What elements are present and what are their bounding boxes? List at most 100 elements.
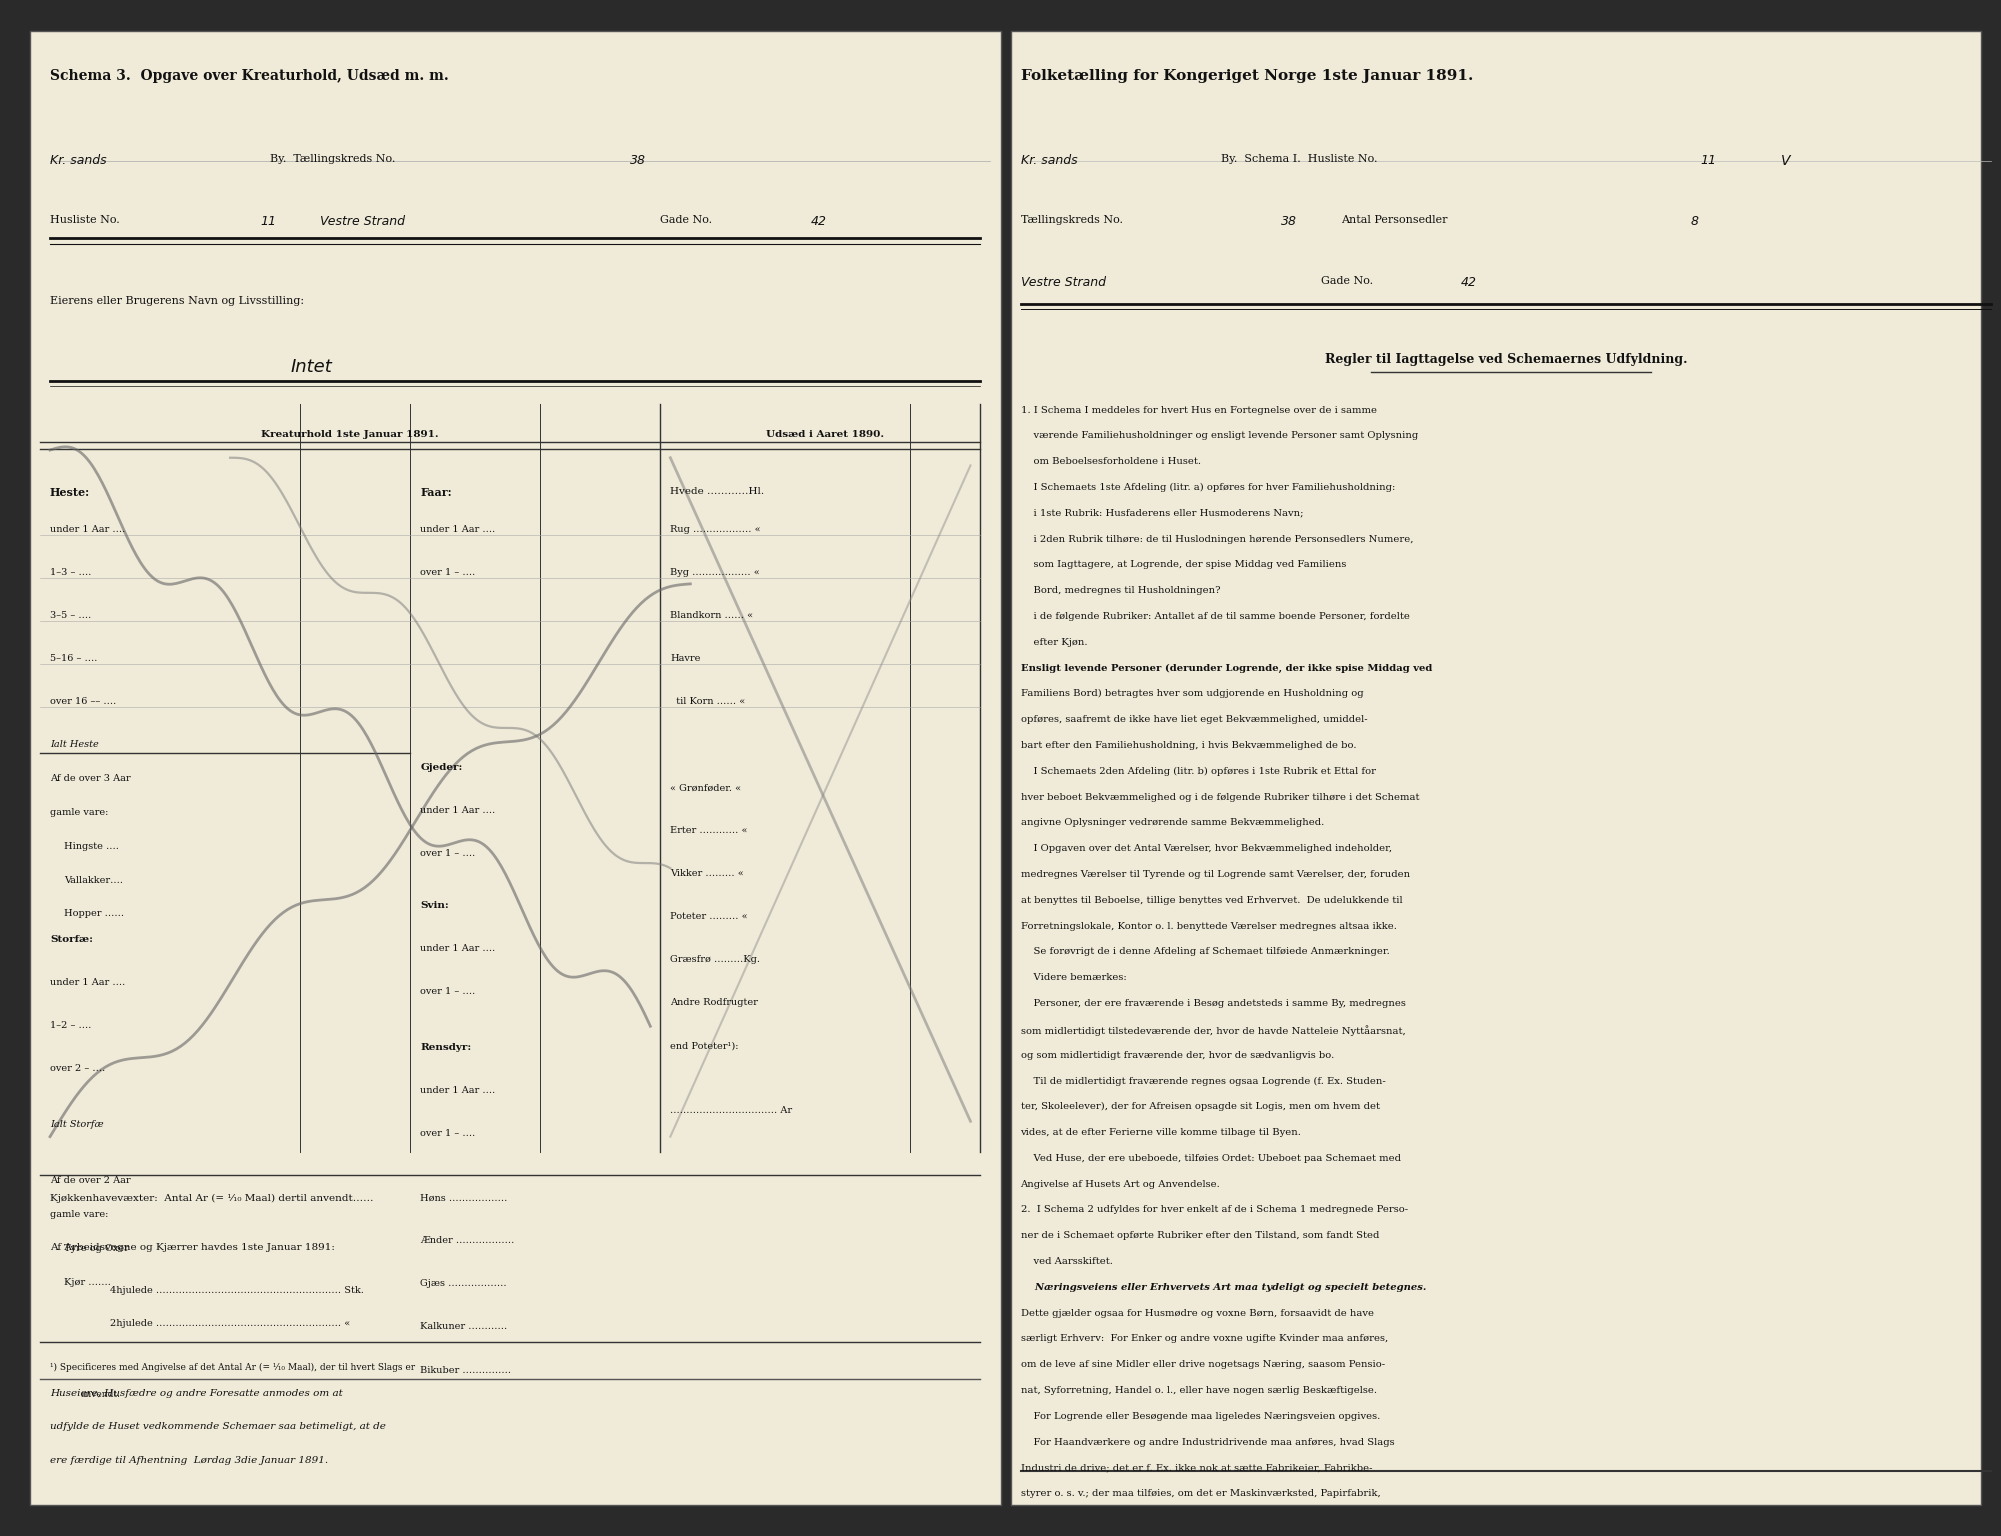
Text: Industri de drive; det er f. Ex. ikke nok at sætte Fabrikeier, Fabrikbe-: Industri de drive; det er f. Ex. ikke no… bbox=[1021, 1464, 1373, 1473]
Text: Erter ………… «: Erter ………… « bbox=[670, 826, 748, 836]
Text: over 16 –– ….: over 16 –– …. bbox=[50, 697, 116, 707]
Text: til Korn …… «: til Korn …… « bbox=[670, 697, 746, 707]
Text: om de leve af sine Midler eller drive nogetsags Næring, saasom Pensio-: om de leve af sine Midler eller drive no… bbox=[1021, 1361, 1385, 1369]
Text: 1–2 – ….: 1–2 – …. bbox=[50, 1021, 92, 1031]
Text: vides, at de efter Ferierne ville komme tilbage til Byen.: vides, at de efter Ferierne ville komme … bbox=[1021, 1127, 1301, 1137]
Text: Græsfrø ………Kg.: Græsfrø ………Kg. bbox=[670, 955, 760, 965]
Text: Ialt Storfæ: Ialt Storfæ bbox=[50, 1120, 104, 1129]
Text: Udsæd i Aaret 1890.: Udsæd i Aaret 1890. bbox=[766, 430, 884, 439]
Text: Hopper ……: Hopper …… bbox=[64, 909, 124, 919]
Text: I Schemaets 2den Afdeling (litr. b) opføres i 1ste Rubrik et Ettal for: I Schemaets 2den Afdeling (litr. b) opfø… bbox=[1021, 766, 1375, 776]
Text: Ænder ………………: Ænder ……………… bbox=[420, 1236, 514, 1246]
Text: Svin:: Svin: bbox=[420, 902, 448, 909]
Text: i 2den Rubrik tilhøre: de til Huslodningen hørende Personsedlers Numere,: i 2den Rubrik tilhøre: de til Huslodning… bbox=[1021, 535, 1413, 544]
FancyBboxPatch shape bbox=[1011, 31, 1981, 1505]
Text: Af de over 3 Aar: Af de over 3 Aar bbox=[50, 774, 130, 783]
Text: styrer o. s. v.; der maa tilføies, om det er Maskinværksted, Papirfabrik,: styrer o. s. v.; der maa tilføies, om de… bbox=[1021, 1490, 1381, 1498]
Text: over 1 – ….: over 1 – …. bbox=[420, 988, 476, 995]
Text: bart efter den Familiehusholdning, i hvis Bekvæmmelighed de bo.: bart efter den Familiehusholdning, i hvi… bbox=[1021, 740, 1357, 750]
Text: Af de over 2 Aar: Af de over 2 Aar bbox=[50, 1177, 130, 1186]
Text: By.  Tællingskreds No.: By. Tællingskreds No. bbox=[270, 154, 396, 164]
Text: Heste:: Heste: bbox=[50, 487, 90, 498]
Text: 1–3 – ….: 1–3 – …. bbox=[50, 568, 92, 578]
Text: Vestre Strand: Vestre Strand bbox=[320, 215, 404, 227]
Text: Eierens eller Brugerens Navn og Livsstilling:: Eierens eller Brugerens Navn og Livsstil… bbox=[50, 296, 304, 307]
Text: Intet: Intet bbox=[290, 358, 332, 376]
Text: « Grønføder. «: « Grønføder. « bbox=[670, 783, 742, 793]
Text: Faar:: Faar: bbox=[420, 487, 452, 498]
Text: under 1 Aar ….: under 1 Aar …. bbox=[50, 525, 126, 535]
Text: Dette gjælder ogsaa for Husmødre og voxne Børn, forsaavidt de have: Dette gjælder ogsaa for Husmødre og voxn… bbox=[1021, 1309, 1373, 1318]
Text: 11: 11 bbox=[1701, 154, 1717, 166]
Text: Kreaturhold 1ste Januar 1891.: Kreaturhold 1ste Januar 1891. bbox=[262, 430, 438, 439]
Text: Vikker ……… «: Vikker ……… « bbox=[670, 869, 744, 879]
Text: …………………………… Ar: …………………………… Ar bbox=[670, 1106, 792, 1115]
Text: Andre Rodfrugter: Andre Rodfrugter bbox=[670, 998, 758, 1008]
Text: Til de midlertidigt fraværende regnes ogsaa Logrende (f. Ex. Studen-: Til de midlertidigt fraværende regnes og… bbox=[1021, 1077, 1385, 1086]
Text: Antal Personsedler: Antal Personsedler bbox=[1341, 215, 1447, 226]
Text: 8: 8 bbox=[1691, 215, 1699, 227]
Text: Kjøkkenhavevæxter:  Antal Ar (= ¹⁄₁₀ Maal) dertil anvendt……: Kjøkkenhavevæxter: Antal Ar (= ¹⁄₁₀ Maal… bbox=[50, 1193, 374, 1203]
Text: under 1 Aar ….: under 1 Aar …. bbox=[420, 1086, 496, 1095]
Text: som Iagttagere, at Logrende, der spise Middag ved Familiens: som Iagttagere, at Logrende, der spise M… bbox=[1021, 561, 1347, 570]
Text: ere færdige til Afhentning  Lørdag 3die Januar 1891.: ere færdige til Afhentning Lørdag 3die J… bbox=[50, 1456, 328, 1465]
Text: gamle vare:: gamle vare: bbox=[50, 1210, 108, 1220]
Text: ner de i Schemaet opførte Rubriker efter den Tilstand, som fandt Sted: ner de i Schemaet opførte Rubriker efter… bbox=[1021, 1232, 1379, 1240]
Text: Hingste ….: Hingste …. bbox=[64, 842, 118, 851]
Text: Poteter ……… «: Poteter ……… « bbox=[670, 912, 748, 922]
Text: over 1 – ….: over 1 – …. bbox=[420, 1129, 476, 1138]
Text: værende Familiehusholdninger og ensligt levende Personer samt Oplysning: værende Familiehusholdninger og ensligt … bbox=[1021, 432, 1419, 441]
Text: at benyttes til Beboelse, tillige benyttes ved Erhvervet.  De udelukkende til: at benyttes til Beboelse, tillige benytt… bbox=[1021, 895, 1403, 905]
Text: Gjæs ………………: Gjæs ……………… bbox=[420, 1279, 506, 1289]
Text: Høns ………………: Høns ……………… bbox=[420, 1193, 508, 1203]
Text: Kjør …….: Kjør ……. bbox=[64, 1278, 110, 1287]
Text: Næringsveiens eller Erhvervets Art maa tydeligt og specielt betegnes.: Næringsveiens eller Erhvervets Art maa t… bbox=[1021, 1283, 1427, 1292]
Text: Blandkorn …… «: Blandkorn …… « bbox=[670, 611, 754, 621]
Text: 42: 42 bbox=[810, 215, 826, 227]
Text: angivne Oplysninger vedrørende samme Bekvæmmelighed.: angivne Oplysninger vedrørende samme Bek… bbox=[1021, 819, 1325, 828]
Text: under 1 Aar ….: under 1 Aar …. bbox=[50, 978, 126, 988]
Text: som midlertidigt tilstedeværende der, hvor de havde Natteleie Nyttåarsnat,: som midlertidigt tilstedeværende der, hv… bbox=[1021, 1025, 1405, 1035]
Text: opføres, saafremt de ikke have liet eget Bekvæmmelighed, umiddel-: opføres, saafremt de ikke have liet eget… bbox=[1021, 716, 1367, 723]
Text: over 2 – ….: over 2 – …. bbox=[50, 1064, 106, 1074]
Text: Rug ……………… «: Rug ……………… « bbox=[670, 525, 760, 535]
Text: Gjeder:: Gjeder: bbox=[420, 763, 462, 773]
Text: under 1 Aar ….: under 1 Aar …. bbox=[420, 806, 496, 816]
Text: Af Arbeidsvogne og Kjærrer havdes 1ste Januar 1891:: Af Arbeidsvogne og Kjærrer havdes 1ste J… bbox=[50, 1243, 334, 1252]
Text: Kr. sands: Kr. sands bbox=[50, 154, 106, 166]
Text: ved Aarsskiftet.: ved Aarsskiftet. bbox=[1021, 1256, 1113, 1266]
Text: ¹) Specificeres med Angivelse af det Antal Ar (= ¹⁄₁₀ Maal), der til hvert Slags: ¹) Specificeres med Angivelse af det Ant… bbox=[50, 1362, 414, 1372]
Text: 42: 42 bbox=[1461, 276, 1477, 289]
Text: Husliste No.: Husliste No. bbox=[50, 215, 120, 226]
Text: efter Kjøn.: efter Kjøn. bbox=[1021, 637, 1087, 647]
Text: By.  Schema I.  Husliste No.: By. Schema I. Husliste No. bbox=[1221, 154, 1377, 164]
FancyBboxPatch shape bbox=[30, 31, 1000, 1505]
Text: Angivelse af Husets Art og Anvendelse.: Angivelse af Husets Art og Anvendelse. bbox=[1021, 1180, 1221, 1189]
Text: nat, Syforretning, Handel o. l., eller have nogen særlig Beskæftigelse.: nat, Syforretning, Handel o. l., eller h… bbox=[1021, 1385, 1377, 1395]
Text: Vallakker….: Vallakker…. bbox=[64, 876, 122, 885]
Text: Ensligt levende Personer (derunder Logrende, der ikke spise Middag ved: Ensligt levende Personer (derunder Logre… bbox=[1021, 664, 1433, 673]
Text: Folketælling for Kongeriget Norge 1ste Januar 1891.: Folketælling for Kongeriget Norge 1ste J… bbox=[1021, 69, 1473, 83]
Text: 3–5 – ….: 3–5 – …. bbox=[50, 611, 92, 621]
Text: Rensdyr:: Rensdyr: bbox=[420, 1043, 472, 1052]
Text: For Logrende eller Besøgende maa ligeledes Næringsveien opgives.: For Logrende eller Besøgende maa ligeled… bbox=[1021, 1412, 1381, 1421]
Text: Ialt Heste: Ialt Heste bbox=[50, 740, 98, 750]
Text: og som midlertidigt fraværende der, hvor de sædvanligvis bo.: og som midlertidigt fraværende der, hvor… bbox=[1021, 1051, 1335, 1060]
Text: Personer, der ere fraværende i Besøg andetsteds i samme By, medregnes: Personer, der ere fraværende i Besøg and… bbox=[1021, 998, 1405, 1008]
Text: Bord, medregnes til Husholdningen?: Bord, medregnes til Husholdningen? bbox=[1021, 587, 1221, 594]
Text: særligt Erhverv:  For Enker og andre voxne ugifte Kvinder maa anføres,: særligt Erhverv: For Enker og andre voxn… bbox=[1021, 1335, 1389, 1344]
Text: Kr. sands: Kr. sands bbox=[1021, 154, 1077, 166]
Text: over 1 – ….: over 1 – …. bbox=[420, 568, 476, 578]
Text: under 1 Aar ….: under 1 Aar …. bbox=[420, 525, 496, 535]
Text: medregnes Værelser til Tyrende og til Logrende samt Værelser, der, foruden: medregnes Værelser til Tyrende og til Lo… bbox=[1021, 869, 1409, 879]
Text: udfylde de Huset vedkommende Schemaer saa betimeligt, at de: udfylde de Huset vedkommende Schemaer sa… bbox=[50, 1422, 386, 1432]
Text: 2.  I Schema 2 udfyldes for hver enkelt af de i Schema 1 medregnede Perso-: 2. I Schema 2 udfyldes for hver enkelt a… bbox=[1021, 1206, 1407, 1215]
Text: Vestre Strand: Vestre Strand bbox=[1021, 276, 1105, 289]
Text: Huseiere, Husfædre og andre Foresatte anmodes om at: Huseiere, Husfædre og andre Foresatte an… bbox=[50, 1389, 342, 1398]
Text: Familiens Bord) betragtes hver som udgjorende en Husholdning og: Familiens Bord) betragtes hver som udgjo… bbox=[1021, 690, 1363, 699]
Text: Se forøvrigt de i denne Afdeling af Schemaet tilføiede Anmærkninger.: Se forøvrigt de i denne Afdeling af Sche… bbox=[1021, 948, 1389, 957]
Text: over 1 – ….: over 1 – …. bbox=[420, 849, 476, 859]
Text: I Opgaven over det Antal Værelser, hvor Bekvæmmelighed indeholder,: I Opgaven over det Antal Værelser, hvor … bbox=[1021, 845, 1391, 852]
Text: Schema 3.  Opgave over Kreaturhold, Udsæd m. m.: Schema 3. Opgave over Kreaturhold, Udsæd… bbox=[50, 69, 448, 83]
Text: 1. I Schema I meddeles for hvert Hus en Fortegnelse over de i samme: 1. I Schema I meddeles for hvert Hus en … bbox=[1021, 406, 1377, 415]
